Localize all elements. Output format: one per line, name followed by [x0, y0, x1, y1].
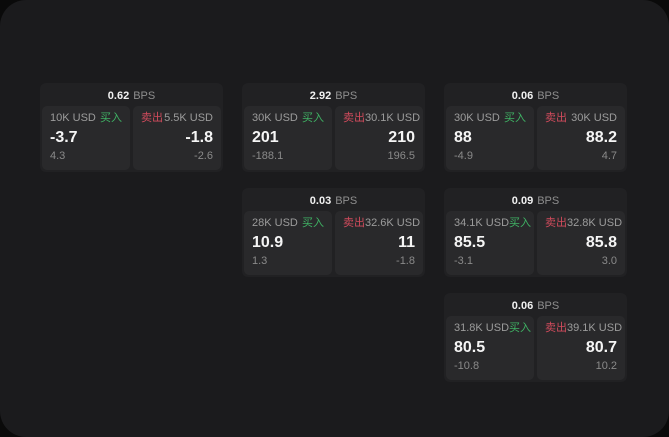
sell-delta: 10.2 — [595, 360, 617, 372]
buy-delta: -4.9 — [454, 150, 473, 162]
bps-unit-label: BPS — [537, 89, 560, 102]
sell-amount: 39.1K USD — [567, 322, 623, 334]
bps-unit-label: BPS — [335, 194, 358, 207]
sell-amount: 30K USD — [571, 112, 617, 124]
buy-panel[interactable]: 30K USD 买入 88 -4.9 — [446, 106, 534, 170]
sell-side-label: 卖出 — [545, 217, 567, 229]
sell-side-label: 卖出 — [545, 112, 567, 124]
sell-price: 11 — [398, 234, 415, 251]
buy-delta: 4.3 — [50, 150, 66, 162]
quote-card: 0.06 BPS 31.8K USD 买入 80.5 -10.8 卖出 39.1… — [444, 293, 627, 382]
sell-amount: 32.6K USD — [365, 217, 421, 229]
buy-panel[interactable]: 28K USD 买入 10.9 1.3 — [244, 211, 332, 275]
sell-amount: 30.1K USD — [365, 112, 421, 124]
sell-side-label: 卖出 — [545, 322, 567, 334]
buy-price: 88 — [454, 129, 472, 146]
buy-price: 85.5 — [454, 234, 486, 251]
quote-card: 0.62 BPS 10K USD 买入 -3.7 4.3 卖出 5.5K USD — [40, 83, 223, 172]
sell-delta: -2.6 — [194, 150, 213, 162]
card-header: 0.03 BPS — [244, 190, 423, 211]
card-header: 2.92 BPS — [244, 85, 423, 106]
buy-price: 201 — [252, 129, 279, 146]
buy-side-label: 买入 — [509, 322, 532, 334]
card-header: 0.06 BPS — [446, 85, 625, 106]
sell-side-label: 卖出 — [343, 112, 365, 124]
buy-amount: 30K USD — [454, 112, 500, 124]
buy-side-label: 买入 — [302, 217, 324, 229]
sell-price: 210 — [388, 129, 415, 146]
buy-amount: 30K USD — [252, 112, 298, 124]
quote-card: 0.09 BPS 34.1K USD 买入 85.5 -3.1 卖出 32.8K… — [444, 188, 627, 277]
sell-delta: -1.8 — [396, 255, 415, 267]
bps-value: 0.06 — [511, 89, 534, 102]
sell-side-label: 卖出 — [141, 112, 163, 124]
buy-side-label: 买入 — [509, 217, 532, 229]
sell-panel[interactable]: 卖出 30.1K USD 210 196.5 — [335, 106, 423, 170]
buy-delta: 1.3 — [252, 255, 268, 267]
buy-panel[interactable]: 30K USD 买入 201 -188.1 — [244, 106, 332, 170]
sell-panel[interactable]: 卖出 5.5K USD -1.8 -2.6 — [133, 106, 221, 170]
bps-unit-label: BPS — [133, 89, 156, 102]
bps-value: 0.09 — [511, 194, 534, 207]
buy-amount: 28K USD — [252, 217, 298, 229]
buy-price: 10.9 — [252, 234, 284, 251]
bps-value: 2.92 — [309, 89, 332, 102]
quote-card: 0.06 BPS 30K USD 买入 88 -4.9 卖出 30K USD — [444, 83, 627, 172]
sell-panel[interactable]: 卖出 32.6K USD 11 -1.8 — [335, 211, 423, 275]
card-header: 0.62 BPS — [42, 85, 221, 106]
bps-unit-label: BPS — [335, 89, 358, 102]
buy-panel[interactable]: 10K USD 买入 -3.7 4.3 — [42, 106, 130, 170]
buy-amount: 31.8K USD — [454, 322, 510, 334]
bps-unit-label: BPS — [537, 299, 560, 312]
buy-panel[interactable]: 31.8K USD 买入 80.5 -10.8 — [446, 316, 534, 380]
sell-panel[interactable]: 卖出 32.8K USD 85.8 3.0 — [537, 211, 625, 275]
card-header: 0.06 BPS — [446, 295, 625, 316]
sell-side-label: 卖出 — [343, 217, 365, 229]
quote-card: 0.03 BPS 28K USD 买入 10.9 1.3 卖出 32.6K US… — [242, 188, 425, 277]
buy-price: -3.7 — [50, 129, 78, 146]
quote-card: 2.92 BPS 30K USD 买入 201 -188.1 卖出 30.1K … — [242, 83, 425, 172]
buy-side-label: 买入 — [302, 112, 324, 124]
sell-panel[interactable]: 卖出 30K USD 88.2 4.7 — [537, 106, 625, 170]
sell-amount: 32.8K USD — [567, 217, 623, 229]
bps-value: 0.03 — [309, 194, 332, 207]
bps-value: 0.62 — [107, 89, 130, 102]
buy-amount: 34.1K USD — [454, 217, 510, 229]
buy-delta: -10.8 — [454, 360, 480, 372]
bps-value: 0.06 — [511, 299, 534, 312]
buy-amount: 10K USD — [50, 112, 96, 124]
sell-price: 85.8 — [585, 234, 617, 251]
sell-panel[interactable]: 卖出 39.1K USD 80.7 10.2 — [537, 316, 625, 380]
sell-delta: 3.0 — [601, 255, 617, 267]
buy-panel[interactable]: 34.1K USD 买入 85.5 -3.1 — [446, 211, 534, 275]
sell-delta: 196.5 — [387, 150, 415, 162]
sell-delta: 4.7 — [601, 150, 617, 162]
bps-unit-label: BPS — [537, 194, 560, 207]
buy-price: 80.5 — [454, 339, 486, 356]
sell-price: 80.7 — [585, 339, 617, 356]
buy-side-label: 买入 — [504, 112, 526, 124]
sell-amount: 5.5K USD — [164, 112, 213, 124]
quote-cards-grid: 0.62 BPS 10K USD 买入 -3.7 4.3 卖出 5.5K USD — [40, 83, 627, 382]
buy-delta: -188.1 — [252, 150, 284, 162]
sell-price: -1.8 — [185, 129, 213, 146]
sell-price: 88.2 — [585, 129, 617, 146]
buy-delta: -3.1 — [454, 255, 473, 267]
card-header: 0.09 BPS — [446, 190, 625, 211]
buy-side-label: 买入 — [100, 112, 122, 124]
